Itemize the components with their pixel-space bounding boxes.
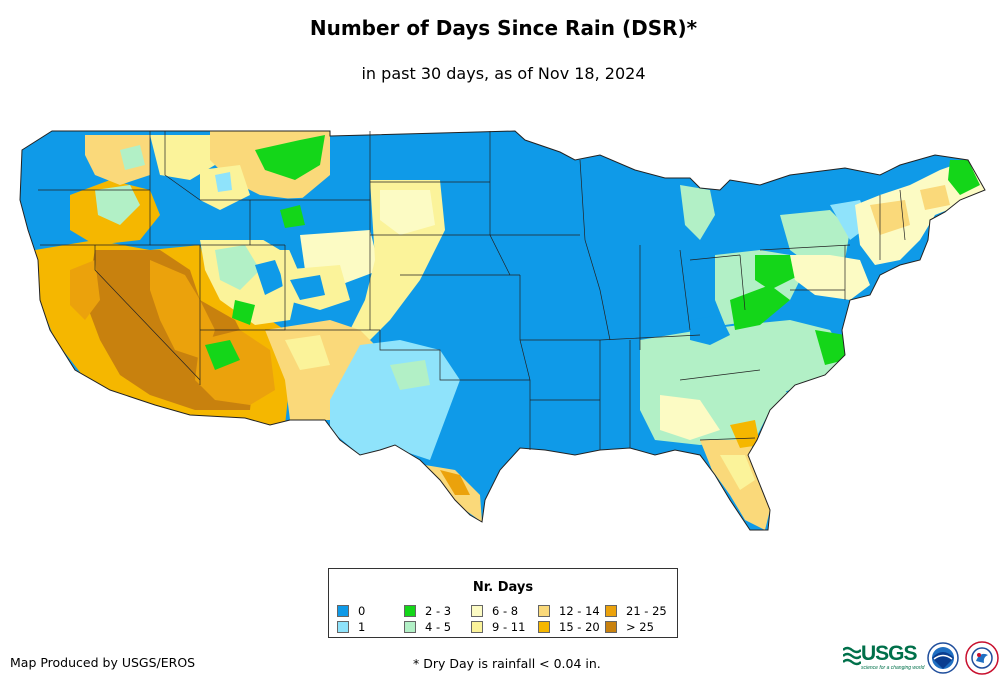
legend-swatch: [538, 605, 550, 617]
legend-item: 1: [337, 619, 404, 635]
footnote: * Dry Day is rainfall < 0.04 in.: [413, 656, 601, 671]
legend-item: 2 - 3: [404, 603, 471, 619]
legend-swatch: [471, 621, 483, 633]
legend-items: 0 1 2 - 3 4 - 5 6 - 8 9 - 11 12 - 14 15 …: [337, 603, 673, 635]
usgs-logo: [843, 646, 861, 666]
legend-swatch: [471, 605, 483, 617]
dsr-raster: [20, 131, 985, 530]
legend-item: > 25: [605, 619, 672, 635]
map-title: Number of Days Since Rain (DSR)*: [309, 16, 698, 40]
legend-title: Nr. Days: [472, 580, 534, 595]
us-dsr-map: [19, 130, 986, 531]
map-subtitle: in past 30 days, as of Nov 18, 2024: [361, 64, 646, 83]
legend-swatch: [404, 605, 416, 617]
legend-item: 9 - 11: [471, 619, 538, 635]
legend-swatch: [605, 621, 617, 633]
legend-swatch: [337, 605, 349, 617]
legend: Nr. Days 0 1 2 - 3 4 - 5 6 - 8 9 - 11 12…: [328, 568, 678, 638]
legend-swatch: [538, 621, 550, 633]
legend-item: 12 - 14: [538, 603, 605, 619]
legend-item: 6 - 8: [471, 603, 538, 619]
legend-swatch: [337, 621, 349, 633]
usgs-logo-tagline: science for a changing world: [861, 665, 925, 671]
legend-item: 15 - 20: [538, 619, 605, 635]
noaa-logo: [927, 642, 959, 674]
usgs-logo-text: USGS: [861, 642, 918, 665]
legend-swatch: [605, 605, 617, 617]
national-weather-service-logo: [965, 641, 999, 675]
state-boundaries: [19, 130, 986, 531]
legend-swatch: [404, 621, 416, 633]
agency-logos: USGS science for a changing world: [843, 640, 1003, 676]
legend-item: 0: [337, 603, 404, 619]
credit-text: Map Produced by USGS/EROS: [10, 655, 196, 670]
legend-item: 4 - 5: [404, 619, 471, 635]
legend-item: 21 - 25: [605, 603, 672, 619]
